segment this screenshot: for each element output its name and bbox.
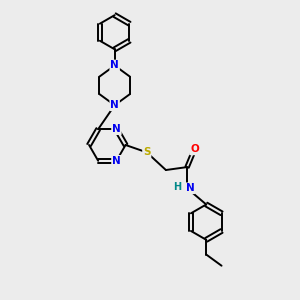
Text: S: S — [143, 147, 151, 158]
Text: O: O — [190, 144, 199, 154]
Text: N: N — [112, 156, 121, 166]
Text: N: N — [110, 61, 119, 70]
Text: N: N — [112, 124, 121, 134]
Text: N: N — [186, 183, 194, 193]
Text: H: H — [174, 182, 182, 192]
Text: N: N — [110, 100, 119, 110]
